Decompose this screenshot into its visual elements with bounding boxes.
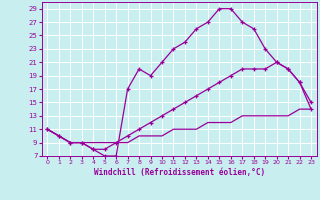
X-axis label: Windchill (Refroidissement éolien,°C): Windchill (Refroidissement éolien,°C)	[94, 168, 265, 177]
